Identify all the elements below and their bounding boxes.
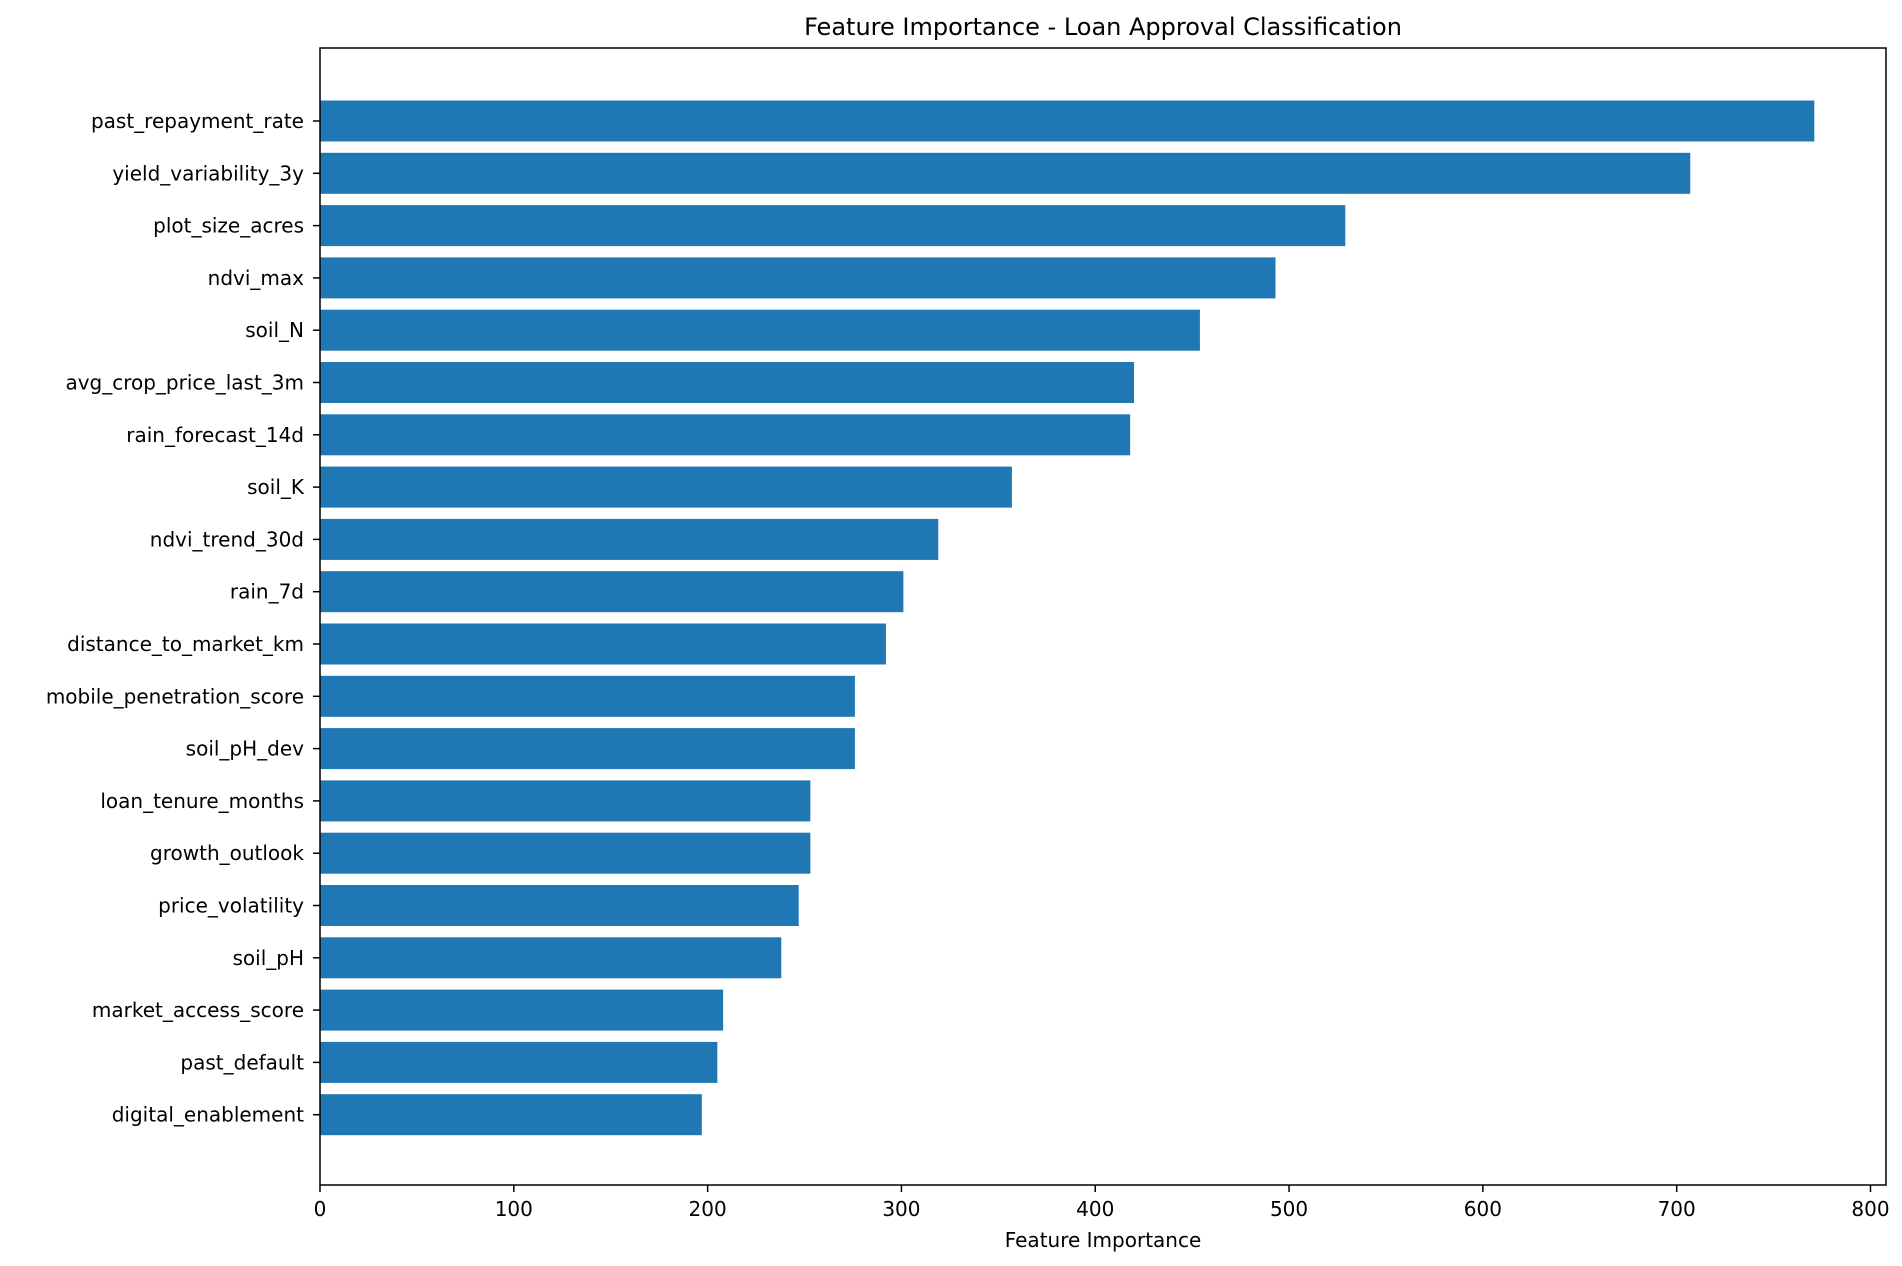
bar-ndvi_max — [320, 257, 1276, 299]
bar-plot_size_acres — [320, 205, 1346, 247]
bar-growth_outlook — [320, 832, 811, 874]
bar-past_default — [320, 1041, 718, 1083]
bar-digital_enablement — [320, 1094, 702, 1136]
y-tick-label: ndvi_trend_30d — [150, 527, 304, 551]
bar-mobile_penetration_score — [320, 675, 855, 717]
y-tick-label: soil_N — [245, 318, 304, 342]
y-tick-label: soil_pH — [232, 946, 304, 970]
y-tick-label: plot_size_acres — [153, 214, 304, 238]
y-tick-label: avg_crop_price_last_3m — [65, 371, 304, 395]
y-tick-label: rain_7d — [230, 580, 304, 604]
x-tick-label: 700 — [1658, 1197, 1696, 1221]
bar-avg_crop_price_last_3m — [320, 362, 1135, 403]
y-tick-label: soil_pH_dev — [186, 737, 305, 761]
bar-soil_pH — [320, 937, 782, 979]
y-tick-label: mobile_penetration_score — [46, 684, 304, 708]
x-tick-label: 300 — [882, 1197, 920, 1221]
bar-past_repayment_rate — [320, 100, 1815, 142]
chart-title: Feature Importance - Loan Approval Class… — [804, 13, 1402, 41]
bar-soil_N — [320, 309, 1200, 351]
bar-soil_K — [320, 466, 1012, 508]
bar-ndvi_trend_30d — [320, 518, 939, 560]
y-tick-label: market_access_score — [92, 998, 304, 1022]
x-tick-label: 800 — [1851, 1197, 1889, 1221]
bar-market_access_score — [320, 989, 724, 1031]
bar-soil_pH_dev — [320, 728, 855, 770]
x-tick-label: 500 — [1270, 1197, 1308, 1221]
y-tick-label: digital_enablement — [112, 1103, 304, 1127]
y-axis: past_repayment_rate yield_variability_3yp… — [46, 109, 320, 1127]
bar-rain_forecast_14d — [320, 414, 1131, 456]
bar-loan_tenure_months — [320, 780, 811, 822]
y-tick-label: rain_forecast_14d — [126, 423, 304, 447]
bar-yield_variability_3y — [320, 152, 1691, 194]
x-tick-label: 0 — [314, 1197, 327, 1221]
bar-distance_to_market_km — [320, 623, 886, 665]
y-tick-label: past_default — [180, 1050, 304, 1074]
y-tick-label: growth_outlook — [150, 841, 304, 865]
x-axis-label: Feature Importance — [1005, 1228, 1202, 1252]
y-tick-label: past_repayment_rate — [91, 109, 304, 133]
x-tick-label: 400 — [1076, 1197, 1114, 1221]
y-tick-label: distance_to_market_km — [67, 632, 304, 656]
y-tick-label: ndvi_max — [208, 266, 305, 290]
x-axis: 0 100 200 300 400 500 600 700 800 — [314, 1185, 1890, 1221]
x-tick-label: 100 — [495, 1197, 533, 1221]
bars-layer — [320, 100, 1815, 1136]
bar-rain_7d — [320, 571, 904, 613]
y-tick-label: loan_tenure_months — [100, 789, 304, 813]
y-tick-label: yield_variability_3y — [112, 161, 304, 185]
x-tick-label: 200 — [689, 1197, 727, 1221]
plot-frame — [319, 47, 1887, 1186]
bar-price_volatility — [320, 885, 799, 926]
y-tick-label: soil_K — [247, 475, 305, 499]
y-tick-label: price_volatility — [158, 894, 304, 918]
x-tick-label: 600 — [1464, 1197, 1502, 1221]
